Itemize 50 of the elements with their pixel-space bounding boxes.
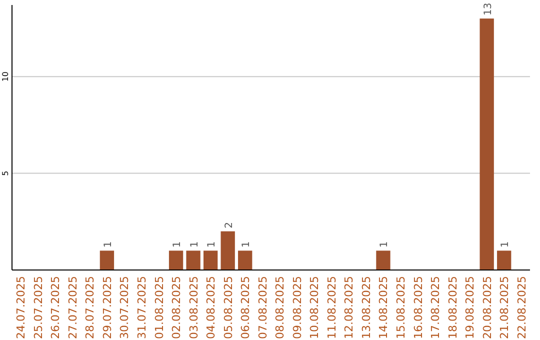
x-tick-label: 28.07.2025: [84, 276, 97, 339]
y-tick-label: 5: [1, 170, 10, 176]
x-tick-label: 11.08.2025: [325, 276, 338, 339]
data-label: 1: [241, 241, 252, 248]
y-tick-label: 10: [1, 71, 10, 82]
data-label: 1: [500, 241, 512, 248]
data-label: 1: [379, 241, 390, 248]
bar: [168, 250, 184, 270]
x-tick-label: 29.07.2025: [100, 276, 114, 339]
x-tick-label: 20.08.2025: [480, 276, 494, 339]
x-tick-label: 17.08.2025: [429, 276, 442, 339]
x-tick-label: 27.07.2025: [66, 276, 80, 339]
x-tick-label: 21.08.2025: [498, 276, 512, 339]
x-tick-label: 04.08.2025: [204, 276, 218, 339]
x-tick-label: 24.07.2025: [14, 276, 28, 339]
x-tick-label: 05.08.2025: [222, 276, 235, 339]
bar: [376, 250, 390, 270]
bar: [480, 18, 494, 270]
x-tick-label: 12.08.2025: [342, 276, 356, 339]
x-tick-label: 30.07.2025: [118, 276, 132, 339]
x-tick-label: 01.08.2025: [152, 276, 166, 339]
data-label: 1: [189, 241, 200, 248]
x-tick-label: 26.07.2025: [49, 276, 62, 339]
data-label: 1: [172, 241, 184, 248]
bar: [238, 250, 252, 270]
x-tick-label: 03.08.2025: [187, 276, 200, 339]
bar: [203, 250, 218, 270]
x-tick-label: 31.07.2025: [136, 276, 148, 339]
x-tick-label: 25.07.2025: [32, 276, 45, 339]
x-tick-label: 14.08.2025: [377, 276, 390, 339]
x-tick-label: 09.08.2025: [290, 276, 304, 339]
x-tick-label: 07.08.2025: [256, 276, 270, 339]
data-label: 1: [206, 241, 218, 248]
data-label: 13: [482, 2, 494, 16]
x-tick-label: 19.08.2025: [464, 276, 477, 339]
x-tick-label: 08.08.2025: [274, 276, 287, 339]
bar: [497, 250, 512, 270]
x-tick-label: 13.08.2025: [360, 276, 373, 339]
bar: [186, 250, 200, 270]
bar: [100, 250, 114, 270]
x-tick-label: 15.08.2025: [394, 276, 408, 339]
bar: [220, 231, 235, 270]
x-tick-label: 16.08.2025: [412, 276, 425, 339]
x-tick-label: 06.08.2025: [239, 276, 252, 339]
x-tick-label: 10.08.2025: [308, 276, 322, 339]
x-tick-label: 22.08.2025: [515, 276, 528, 339]
x-tick-label: 18.08.2025: [446, 276, 460, 339]
x-tick-label: 02.08.2025: [170, 276, 184, 339]
data-label: 2: [224, 222, 235, 228]
data-label: 1: [102, 241, 114, 248]
